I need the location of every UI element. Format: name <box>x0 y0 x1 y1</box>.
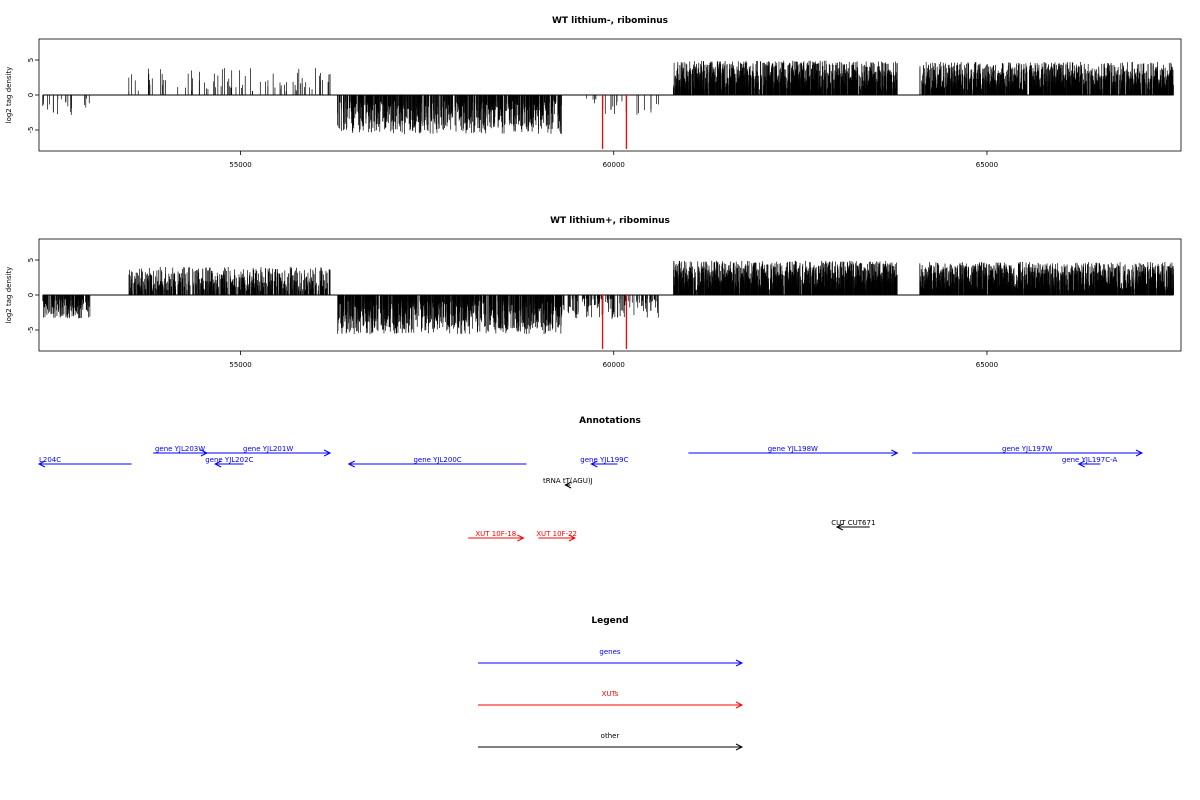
signal-bars <box>42 60 1174 149</box>
y-tick-label: -5 <box>27 127 35 134</box>
signal-bars <box>42 260 1174 349</box>
y-tick-label: 5 <box>27 58 35 62</box>
y-axis-label: log2 tag density <box>5 67 13 124</box>
x-tick-label: 55000 <box>229 161 251 169</box>
y-axis-label: log2 tag density <box>5 267 13 324</box>
x-tick-label: 60000 <box>603 161 625 169</box>
track-panel-lithium-minus: WT lithium-, ribominus log2 tag density … <box>5 16 1182 169</box>
axis-ticks: 55000 60000 65000 5 0 -5 <box>27 58 998 169</box>
x-tick-label: 65000 <box>976 161 998 169</box>
track-panel-lithium-plus: WT lithium+, ribominus log2 tag density … <box>5 216 1182 369</box>
y-tick-label: 0 <box>27 93 35 97</box>
panel-title: WT lithium-, ribominus <box>552 16 668 26</box>
panel-title: WT lithium+, ribominus <box>550 216 670 226</box>
